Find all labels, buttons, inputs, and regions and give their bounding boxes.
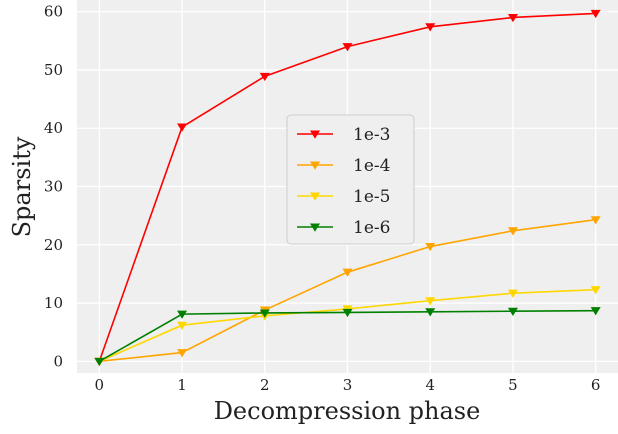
legend-swatch-marker [310,223,320,232]
data-point [177,123,188,132]
data-point [590,286,601,295]
data-point [425,297,436,306]
x-tick-label: 1 [177,376,187,394]
x-tick-label: 3 [343,376,353,394]
legend-swatch-marker [310,130,320,139]
data-point [590,216,601,225]
legend-box [286,114,415,245]
data-point [177,321,188,330]
data-point [425,243,436,252]
x-tick-label: 4 [425,376,435,394]
data-point [342,308,353,318]
x-tick-label: 6 [591,376,601,394]
data-point [177,310,188,319]
y-tick-label: 20 [44,236,63,254]
y-tick-label: 40 [44,119,63,137]
legend-swatch-marker [310,161,320,170]
data-point [94,357,105,367]
series-1e-3 [94,9,601,367]
series-1e-6 [94,307,601,367]
legend-label: 1e-5 [353,187,390,207]
legend-label: 1e-4 [353,156,390,176]
data-point [590,9,601,19]
y-axis-title: Sparsity [8,136,36,237]
data-point [342,268,353,277]
legend-label: 1e-6 [353,218,390,238]
legend-label: 1e-3 [353,125,390,145]
data-point [507,227,518,236]
y-tick-label: 0 [53,352,63,370]
x-axis-title: Decompression phase [214,397,481,425]
y-tick-label: 50 [44,61,63,79]
y-tick-label: 10 [44,294,63,312]
data-point [425,23,436,32]
legend-swatch-marker [310,192,320,201]
data-point [590,307,601,316]
x-tick-label: 0 [95,376,105,394]
data-point [259,309,270,318]
data-point [259,72,270,82]
data-point [425,308,436,317]
data-point [177,349,188,358]
legend: 1e-3 1e-4 1e-5 1e-6 [286,114,415,245]
data-point [507,13,518,23]
y-tick-label: 30 [44,178,63,196]
series-lines [94,9,601,367]
x-tick-label: 5 [508,376,518,394]
x-tick-label: 2 [260,376,270,394]
data-point [507,289,518,298]
data-point [342,43,353,52]
y-tick-label: 60 [44,3,63,21]
data-point [507,307,518,316]
